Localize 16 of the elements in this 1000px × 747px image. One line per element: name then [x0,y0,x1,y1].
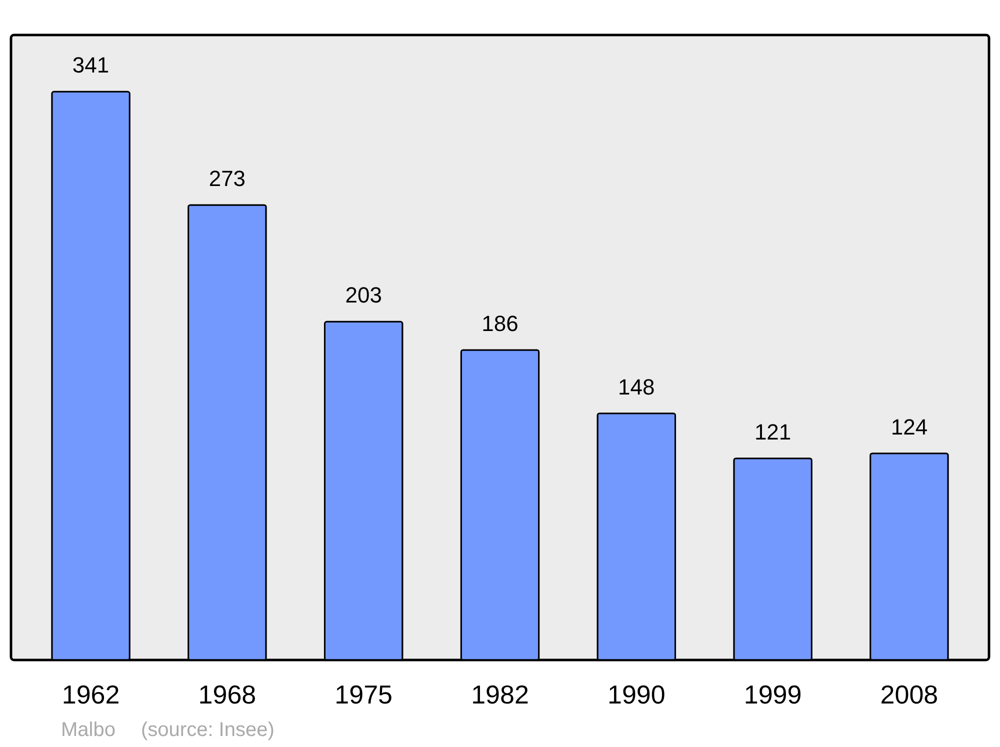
x-tick-label: 1962 [62,680,120,710]
data-label: 186 [482,311,518,336]
x-tick-label: 2008 [880,680,938,710]
data-label: 121 [754,419,792,444]
x-tick-label: 1975 [334,680,393,710]
data-label: 148 [618,374,655,400]
x-tick-label: 1990 [607,680,666,710]
data-label: 203 [345,282,382,308]
data-label: 273 [208,166,246,191]
text: (source: Insee) [141,719,274,741]
x-tick-label: 1968 [198,680,256,710]
data-label: 341 [72,52,110,78]
text: Malbo [61,719,116,741]
data-label: 124 [890,414,928,440]
x-tick-label: 1982 [471,680,529,710]
x-tick-label: 1999 [744,680,802,710]
